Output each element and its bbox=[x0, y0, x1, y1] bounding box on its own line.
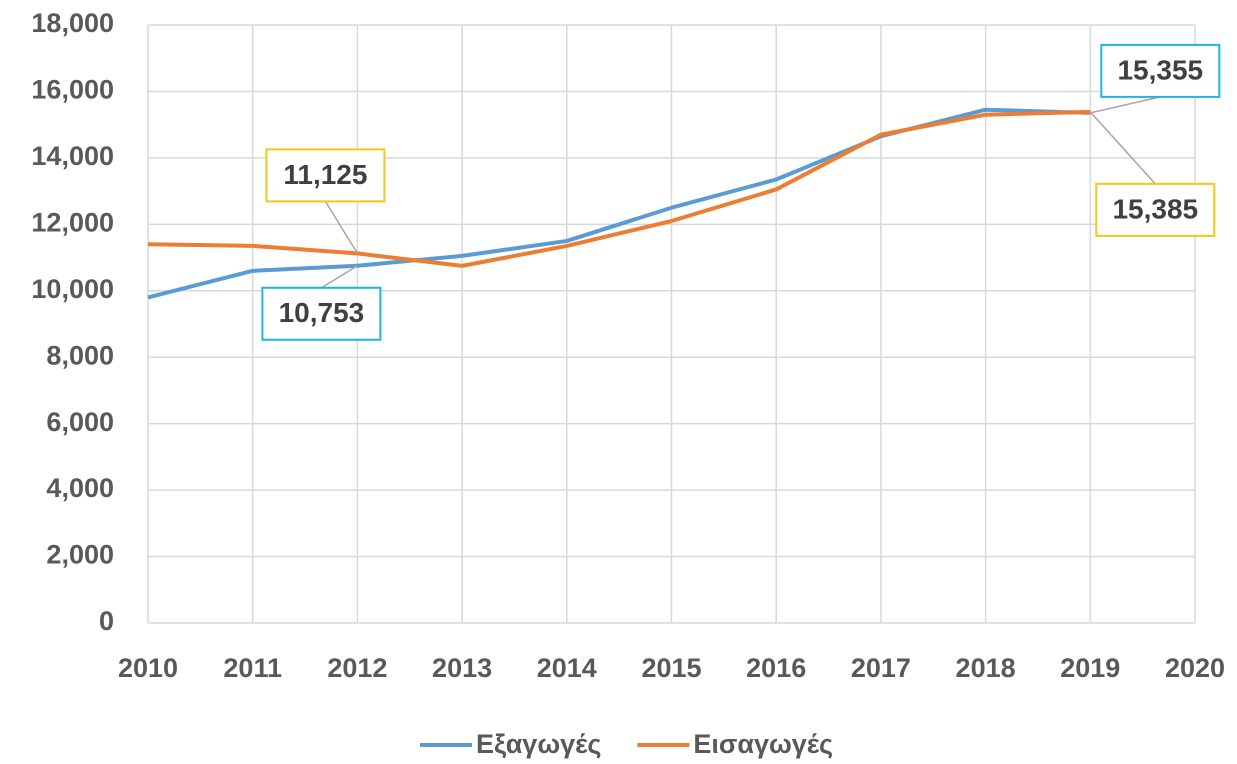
data-label-box bbox=[261, 286, 382, 341]
data-label-box bbox=[1100, 43, 1221, 98]
y-tick-label: 4,000 bbox=[46, 473, 114, 503]
data-label: 15,355 bbox=[1117, 54, 1203, 85]
x-tick-label: 2012 bbox=[327, 653, 387, 683]
leader-line bbox=[324, 201, 359, 254]
x-tick-label: 2016 bbox=[746, 653, 806, 683]
x-tick-label: 2019 bbox=[1060, 653, 1120, 683]
y-tick-label: 12,000 bbox=[31, 207, 114, 237]
data-label: 15,385 bbox=[1112, 193, 1198, 224]
legend-label: Εξαγωγές bbox=[476, 729, 601, 759]
series-line bbox=[147, 107, 1091, 300]
data-label-box bbox=[1095, 182, 1216, 237]
y-tick-label: 18,000 bbox=[31, 8, 114, 38]
x-tick-label: 2018 bbox=[956, 653, 1016, 683]
legend-label: Εισαγωγές bbox=[693, 729, 833, 759]
x-tick-label: 2011 bbox=[223, 653, 282, 683]
y-tick-label: 6,000 bbox=[46, 407, 114, 437]
x-tick-label: 2010 bbox=[118, 653, 178, 683]
y-tick-label: 2,000 bbox=[46, 540, 114, 570]
x-tick-label: 2017 bbox=[851, 653, 911, 683]
data-label: 11,125 bbox=[283, 159, 367, 190]
x-tick-label: 2015 bbox=[641, 653, 701, 683]
leader-line bbox=[1089, 111, 1156, 185]
y-tick-label: 16,000 bbox=[31, 75, 114, 105]
leader-line bbox=[321, 265, 358, 289]
series-line bbox=[147, 109, 1091, 268]
leader-line bbox=[1090, 96, 1161, 114]
y-tick-label: 0 bbox=[99, 606, 114, 636]
data-label-box bbox=[265, 148, 386, 203]
x-tick-label: 2014 bbox=[537, 653, 597, 683]
x-tick-label: 2020 bbox=[1165, 653, 1225, 683]
y-tick-label: 10,000 bbox=[31, 274, 114, 304]
y-tick-label: 14,000 bbox=[31, 141, 114, 171]
y-tick-label: 8,000 bbox=[46, 340, 114, 370]
x-tick-label: 2013 bbox=[432, 653, 492, 683]
data-label: 10,753 bbox=[279, 297, 365, 328]
